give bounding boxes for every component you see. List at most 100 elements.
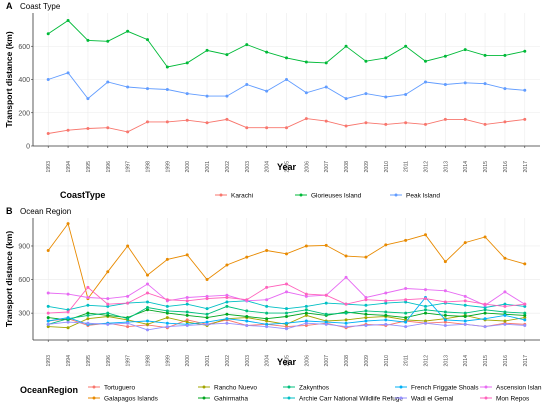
x-tick-label: 2001 — [205, 161, 211, 173]
data-point — [483, 306, 487, 310]
data-point — [205, 322, 209, 326]
data-point — [46, 319, 50, 323]
data-point — [463, 299, 467, 303]
data-point — [205, 121, 209, 125]
data-point — [106, 270, 110, 274]
data-point — [344, 321, 348, 325]
data-point — [66, 71, 70, 75]
legend-key-point — [202, 385, 206, 389]
data-point — [165, 65, 169, 69]
data-point — [503, 53, 507, 57]
data-point — [285, 314, 288, 318]
data-point — [443, 289, 447, 293]
panel-letter: B — [6, 206, 13, 216]
y-tick-label: 900 — [18, 243, 30, 250]
data-point — [324, 320, 328, 324]
data-point — [344, 302, 348, 306]
data-point — [285, 282, 288, 286]
y-axis-title: Transport distance (km) — [4, 31, 14, 128]
data-point — [185, 310, 189, 314]
data-point — [424, 80, 428, 84]
data-point — [463, 117, 467, 121]
x-tick-label: 2011 — [404, 161, 410, 172]
data-point — [46, 316, 50, 320]
data-point — [145, 282, 149, 286]
data-point — [384, 95, 388, 99]
data-point — [384, 318, 388, 322]
x-tick-label: 2016 — [503, 161, 509, 173]
data-point — [344, 97, 348, 101]
data-point — [225, 293, 229, 297]
data-point — [106, 304, 110, 308]
data-point — [523, 311, 527, 315]
data-point — [463, 241, 467, 245]
legend: CoastType Karachi Glorieuses Island Peak Is… — [60, 190, 440, 200]
chart-panel-a: A Coast Type 0 200 400 600 1993 1994 1995 1996 199… — [4, 1, 540, 200]
data-point — [205, 294, 209, 298]
data-point — [424, 59, 428, 63]
legend-label: Rancho Nuevo — [214, 385, 257, 392]
data-point — [46, 248, 50, 252]
data-point — [285, 321, 288, 325]
data-point — [126, 301, 130, 305]
data-point — [523, 304, 527, 308]
legend-key-point — [202, 396, 206, 400]
legend-key-point — [399, 385, 403, 389]
data-point — [304, 244, 308, 248]
data-point — [245, 82, 249, 86]
data-point — [523, 117, 527, 121]
data-point — [463, 294, 467, 298]
x-tick-label: 2003 — [245, 161, 251, 173]
data-point — [324, 61, 328, 65]
x-tick-label: 2007 — [324, 161, 330, 173]
data-point — [503, 256, 507, 260]
data-point — [126, 321, 130, 325]
data-point — [364, 92, 368, 96]
data-point — [483, 302, 487, 306]
data-point — [463, 81, 467, 85]
data-point — [364, 303, 368, 307]
data-point — [384, 243, 388, 247]
data-point — [384, 56, 388, 60]
data-point — [106, 302, 110, 306]
x-tick-label: 2002 — [225, 161, 231, 173]
data-point — [404, 320, 408, 324]
data-point — [46, 311, 50, 315]
data-point — [404, 44, 408, 48]
x-tick-label: 2005 — [285, 161, 291, 173]
data-point — [145, 273, 149, 277]
y-tick-label: 600 — [18, 277, 30, 284]
legend-label: Wadi el Gemal — [411, 396, 454, 403]
x-tick-label: 2014 — [463, 355, 469, 367]
legend-label: Ascension Islan — [496, 385, 542, 392]
data-point — [324, 301, 328, 305]
data-point — [46, 322, 50, 326]
x-tick-label: 1996 — [106, 355, 112, 367]
data-point — [265, 311, 269, 315]
x-tick-label: 2001 — [205, 355, 211, 367]
x-tick-label: 2010 — [384, 355, 390, 367]
data-point — [443, 323, 447, 327]
data-point — [384, 322, 388, 326]
data-point — [165, 298, 169, 302]
x-tick-label: 2009 — [364, 161, 370, 173]
data-point — [304, 292, 308, 296]
data-point — [165, 321, 169, 325]
data-point — [106, 322, 110, 326]
data-point — [265, 319, 269, 323]
x-tick-label: 2006 — [304, 161, 310, 173]
data-point — [344, 124, 348, 128]
data-point — [245, 43, 249, 47]
data-point — [364, 319, 368, 323]
data-point — [364, 309, 368, 313]
data-point — [225, 312, 229, 316]
legend-key-point — [92, 396, 96, 400]
data-point — [165, 304, 169, 308]
chart-panel-b: B Ocean Region 300 600 900 1993 1994 1995 1996 19… — [4, 206, 542, 403]
legend-key-point — [287, 385, 291, 389]
data-point — [324, 243, 328, 247]
y-tick-label: 600 — [18, 44, 30, 51]
x-tick-label: 2012 — [424, 355, 430, 367]
data-point — [503, 302, 507, 306]
data-point — [285, 325, 288, 329]
